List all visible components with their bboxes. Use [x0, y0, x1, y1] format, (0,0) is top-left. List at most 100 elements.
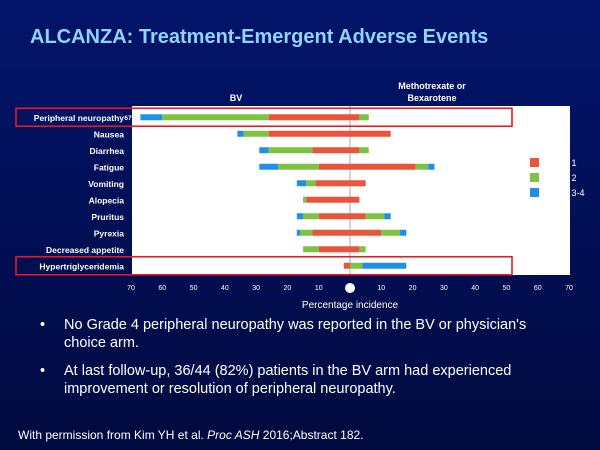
- x-tick-label: 30: [252, 285, 260, 292]
- value-label-bv: 36%: [221, 131, 234, 138]
- bar-bv: [162, 114, 269, 121]
- slide-title: ALCANZA: Treatment-Emergent Adverse Even…: [30, 26, 489, 48]
- adverse-events-chart: Peripheral neuropathy Nausea Diarrhea Fatig…: [15, 81, 577, 310]
- arm-header-bv: BV: [230, 93, 243, 103]
- bar-comparator: [415, 163, 429, 170]
- bar-comparator: [350, 130, 391, 137]
- value-label-comparator: 3%: [362, 197, 372, 204]
- zero-tick-marker: [345, 283, 355, 293]
- citation-prefix: With permission from Kim YH et al.: [18, 428, 204, 442]
- citation-journal: Proc ASH: [207, 428, 260, 442]
- bar-comparator: [400, 229, 407, 236]
- bar-comparator: [384, 213, 391, 220]
- legend-label: Grade 2: [544, 173, 577, 183]
- x-tick-label: 60: [534, 285, 542, 292]
- bar-bv: [306, 180, 316, 187]
- x-tick-label: 30: [440, 285, 448, 292]
- bar-bv: [303, 213, 319, 220]
- value-label-comparator: 5%: [369, 247, 379, 254]
- bar-bv: [278, 163, 319, 170]
- bullet-item: At last follow-up, 36/44 (82%) patients …: [40, 362, 570, 398]
- bar-bv: [237, 130, 244, 137]
- legend-swatch: [530, 158, 539, 167]
- bar-comparator: [362, 262, 407, 269]
- value-label-bv: 67%: [124, 115, 137, 122]
- bar-comparator: [350, 229, 382, 236]
- value-label-comparator: 13%: [394, 131, 407, 138]
- bar-comparator: [350, 147, 360, 154]
- bar-comparator: [350, 180, 366, 187]
- bar-comparator: [359, 114, 369, 121]
- bar-bv: [318, 213, 350, 220]
- category-label: Hypertriglyceridemia: [39, 261, 124, 271]
- category-label: Decreased appetite: [46, 245, 124, 255]
- bar-bv: [296, 180, 307, 187]
- legend-label: Grade 1: [544, 158, 577, 168]
- value-label-bv: 15%: [287, 197, 300, 204]
- category-label: Vomiting: [88, 179, 124, 189]
- bar-bv: [303, 246, 319, 253]
- category-label: Nausea: [94, 129, 125, 139]
- x-tick-label: 40: [471, 285, 479, 292]
- highlight-box: [15, 255, 513, 276]
- x-tick-label: 40: [221, 285, 229, 292]
- citation-suffix: 2016;Abstract 182.: [262, 428, 364, 442]
- bar-comparator: [359, 147, 369, 154]
- highlight-box: [15, 107, 513, 128]
- value-label-bv: 29%: [243, 148, 256, 155]
- x-tick-label: 60: [158, 285, 166, 292]
- bar-bv: [318, 246, 350, 253]
- legend-swatch: [530, 188, 539, 197]
- x-tick-label: 70: [127, 285, 135, 292]
- x-tick-label: 0: [348, 285, 352, 292]
- value-label-comparator: 6%: [372, 148, 382, 155]
- value-label-comparator: 18%: [409, 230, 422, 237]
- x-tick-label: 20: [409, 285, 417, 292]
- category-label: Fatigue: [94, 162, 124, 172]
- bar-bv: [299, 229, 313, 236]
- legend-swatch: [530, 173, 539, 182]
- x-tick-label: 50: [503, 285, 511, 292]
- arm-header-comparator-line2: Bexarotene: [407, 93, 456, 103]
- bar-bv: [268, 130, 350, 137]
- x-axis-label: Percentage incidence: [302, 300, 399, 310]
- x-tick-label: 10: [315, 285, 323, 292]
- bar-comparator: [350, 163, 416, 170]
- bar-comparator: [350, 196, 360, 203]
- bar-bv: [140, 114, 163, 121]
- bar-bv: [312, 229, 350, 236]
- bar-bv: [296, 213, 304, 220]
- category-label: Pruritus: [91, 212, 124, 222]
- x-tick-label: 50: [190, 285, 198, 292]
- value-label-bv: 17%: [281, 214, 294, 221]
- value-label-comparator: 18%: [409, 263, 422, 270]
- bar-comparator: [350, 114, 360, 121]
- bar-bv: [259, 163, 279, 170]
- bar-bv: [268, 114, 350, 121]
- bar-bv: [315, 180, 350, 187]
- arm-header-comparator-line1: Methotrexate or: [398, 81, 466, 91]
- bar-bv: [303, 196, 307, 203]
- bar-comparator: [428, 163, 435, 170]
- bar-bv: [312, 147, 350, 154]
- value-label-comparator: 27%: [437, 164, 450, 171]
- category-label: Pyrexia: [94, 228, 125, 238]
- bar-bv: [318, 163, 350, 170]
- x-tick-label: 10: [377, 285, 385, 292]
- category-label: Diarrhea: [90, 146, 125, 156]
- value-label-bv: 17%: [281, 181, 294, 188]
- bar-bv: [296, 229, 300, 236]
- bar-bv: [243, 130, 269, 137]
- value-label-comparator: 13%: [394, 214, 407, 221]
- value-label-bv: 29%: [243, 164, 256, 171]
- bar-bv: [306, 196, 350, 203]
- bar-bv: [259, 147, 269, 154]
- bar-comparator: [350, 213, 366, 220]
- citation-footer: With permission from Kim YH et al. Proc …: [18, 428, 364, 442]
- x-tick-label: 20: [284, 285, 292, 292]
- bar-comparator: [350, 246, 360, 253]
- bar-comparator: [365, 213, 385, 220]
- bullet-list: No Grade 4 peripheral neuropathy was rep…: [40, 316, 570, 408]
- bar-comparator: [350, 262, 363, 269]
- bar-comparator: [359, 246, 366, 253]
